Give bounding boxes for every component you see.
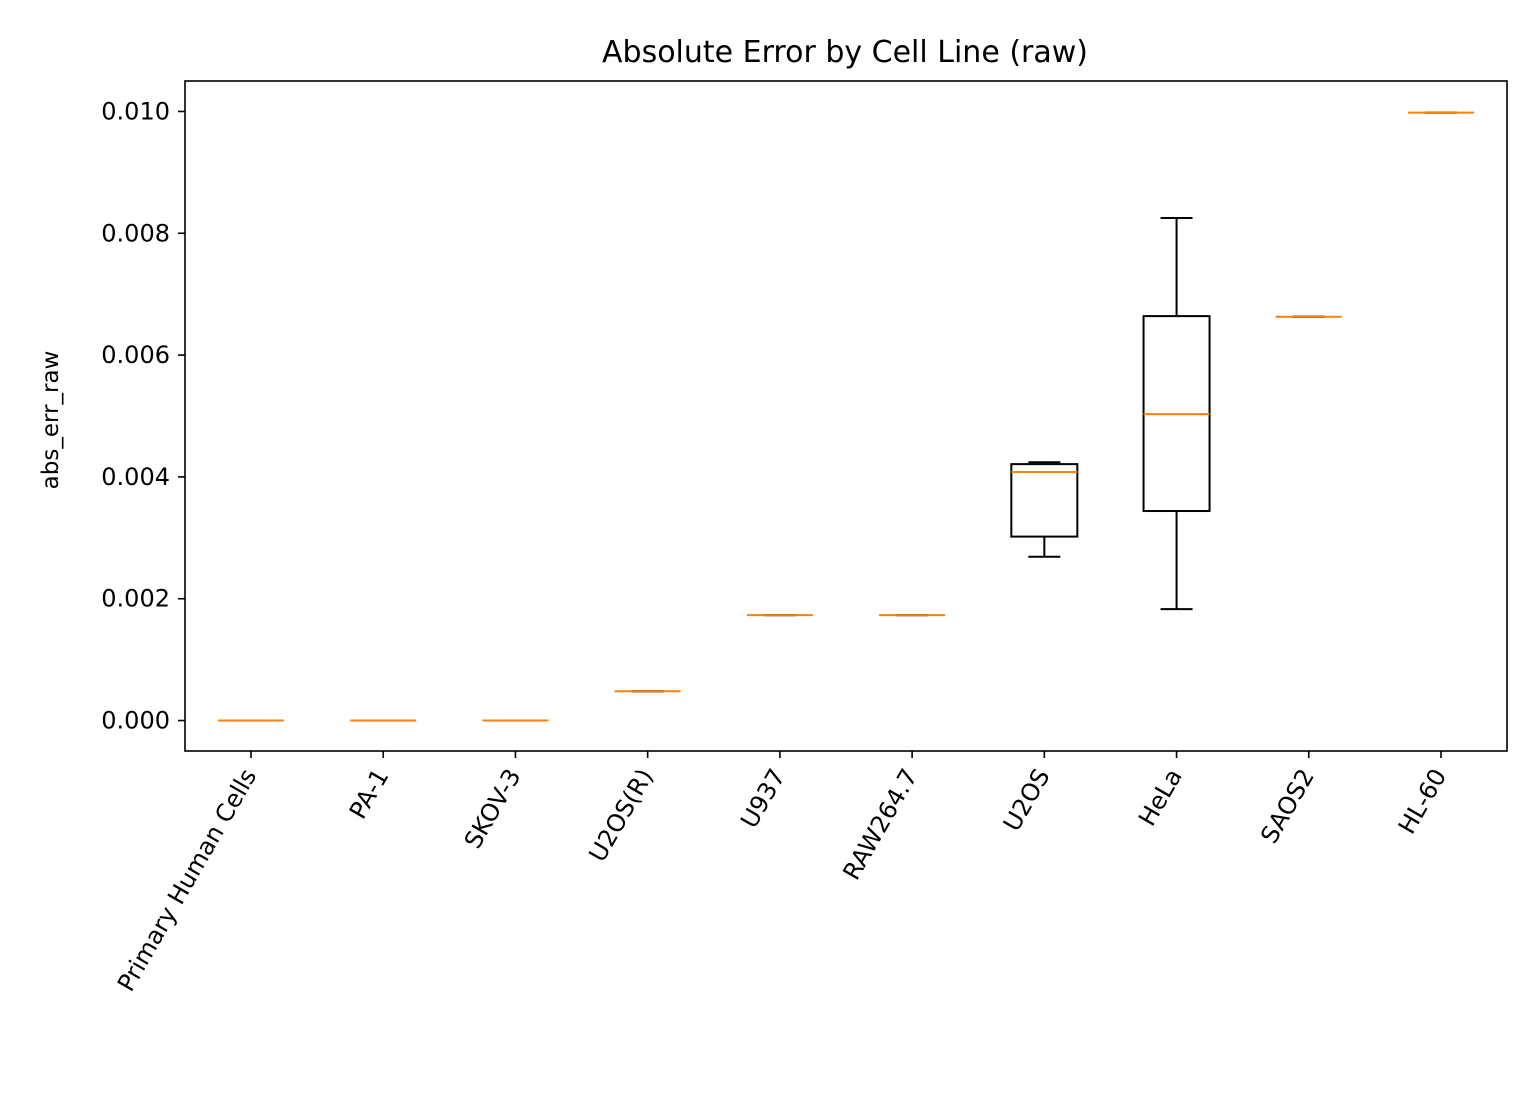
- x-tick-label: PA-1: [344, 764, 395, 824]
- y-tick-label: 0.006: [101, 341, 170, 369]
- y-tick-label: 0.002: [101, 585, 170, 613]
- x-tick-label: HL-60: [1393, 764, 1452, 839]
- y-axis: 0.000 0.002 0.004 0.006 0.008 0.010: [101, 97, 185, 735]
- y-axis-label: abs_err_raw: [38, 351, 64, 490]
- box-u2os: [1010, 461, 1079, 558]
- y-tick-label: 0.010: [101, 97, 170, 125]
- x-tick-label: SKOV-3: [459, 764, 527, 853]
- iqr-box: [1010, 463, 1079, 538]
- x-tick-label: SAOS2: [1255, 764, 1320, 848]
- x-tick-label: U2OS: [998, 764, 1056, 836]
- axes-frame: [184, 80, 1508, 752]
- x-tick-label: U937: [735, 764, 791, 833]
- y-tick-label: 0.008: [101, 219, 170, 247]
- y-tick-label: 0.000: [101, 707, 170, 735]
- x-tick-label: U2OS(R): [583, 764, 658, 867]
- x-tick-label: RAW264.7: [837, 764, 923, 885]
- plot-area: [218, 111, 1474, 722]
- y-tick-label: 0.004: [101, 463, 170, 491]
- x-tick-label: Primary Human Cells: [112, 764, 262, 996]
- x-axis: Primary Human Cells PA-1 SKOV-3 U2OS(R) U937…: [112, 751, 1452, 996]
- x-tick-label: HeLa: [1133, 764, 1188, 831]
- box-hela: [1142, 217, 1211, 611]
- chart-title: Absolute Error by Cell Line (raw): [602, 35, 1088, 70]
